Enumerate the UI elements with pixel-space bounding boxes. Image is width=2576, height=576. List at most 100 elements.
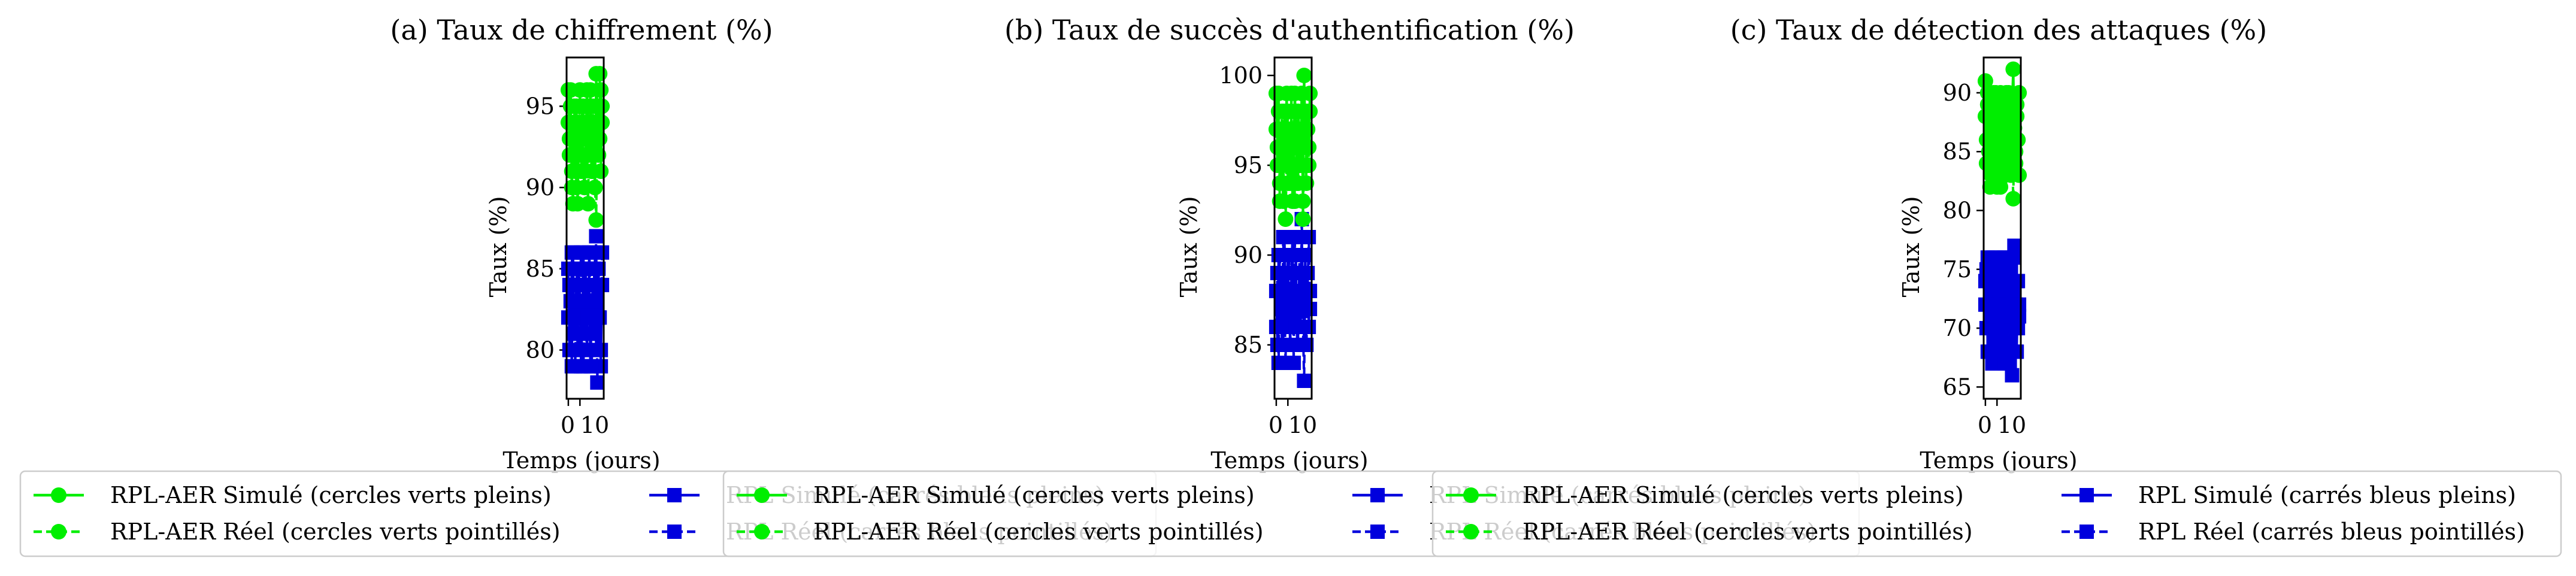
data-point-square	[1300, 284, 1315, 298]
y-tick-label: 95	[526, 93, 555, 119]
data-point-square	[1277, 284, 1292, 298]
data-point-circle	[588, 212, 604, 228]
data-point-circle	[2010, 132, 2026, 148]
data-point-circle	[1977, 108, 1993, 125]
y-tick-label: 85	[526, 256, 555, 282]
legend-label: RPL-AER Simulé (cercles verts pleins)	[1522, 482, 1964, 508]
legend-label: RPL-AER Réel (cercles verts pointillés)	[813, 519, 1264, 545]
data-point-circle	[2002, 108, 2018, 125]
data-point-circle	[1272, 193, 1288, 209]
legend-label: RPL Réel (carrés bleus pointillés)	[2138, 519, 2525, 545]
x-axis-label: Temps (jours)	[1210, 447, 1368, 474]
data-point-square	[1287, 230, 1302, 244]
data-point-circle	[1301, 157, 1317, 173]
data-point-circle	[587, 180, 603, 196]
y-tick-label: 90	[1943, 80, 1972, 106]
data-point-square	[1286, 356, 1301, 370]
data-point-circle	[1300, 122, 1316, 137]
data-point-circle	[2011, 167, 2027, 183]
legend-marker-square	[667, 525, 682, 539]
x-tick-label: 0	[1978, 412, 1992, 438]
data-point-circle	[580, 196, 596, 212]
data-point-square	[1292, 248, 1307, 262]
y-tick-label: 100	[1219, 62, 1263, 89]
data-point-circle	[592, 66, 608, 82]
data-point-square	[582, 245, 597, 260]
x-tick-label: 10	[580, 412, 609, 438]
subplot-title: (b) Taux de succès d'authentification (%…	[1004, 14, 1575, 46]
y-tick-label: 65	[1943, 374, 1972, 400]
legend-marker-square	[1370, 525, 1385, 539]
data-point-square	[2009, 274, 2024, 289]
data-point-square	[2011, 321, 2026, 336]
legend-label: RPL-AER Réel (cercles verts pointillés)	[110, 519, 561, 545]
data-point-circle	[2004, 144, 2020, 160]
legend-label: RPL Simulé (carrés bleus pleins)	[2138, 482, 2516, 508]
data-point-square	[1301, 230, 1316, 244]
y-tick-label: 70	[1943, 315, 1972, 341]
legend-marker-circle	[754, 487, 770, 503]
x-tick-label: 10	[1288, 412, 1317, 438]
data-point-square	[588, 294, 603, 309]
legend-label: RPL-AER Simulé (cercles verts pleins)	[110, 482, 552, 508]
legend-label: RPL-AER Simulé (cercles verts pleins)	[813, 482, 1255, 508]
y-tick-label: 85	[1234, 332, 1263, 358]
subplot-title: (c) Taux de détection des attaques (%)	[1730, 14, 2267, 46]
data-point-circle	[565, 196, 581, 212]
data-point-circle	[1993, 179, 2009, 195]
legend-marker-circle	[1463, 524, 1479, 539]
data-point-circle	[589, 114, 606, 131]
y-axis-label: Taux (%)	[485, 196, 511, 298]
data-point-square	[1298, 266, 1313, 280]
legend-marker-square	[2079, 525, 2094, 539]
data-point-square	[2005, 368, 2020, 383]
y-tick-label: 85	[1943, 138, 1972, 165]
data-point-circle	[2005, 61, 2021, 77]
data-point-square	[1295, 320, 1310, 334]
data-point-circle	[2005, 190, 2021, 207]
data-point-circle	[1295, 211, 1311, 227]
legend-marker-circle	[51, 524, 66, 539]
data-point-square	[586, 261, 601, 276]
legend-box	[1431, 470, 2562, 557]
legend-marker-circle	[754, 524, 770, 539]
data-point-circle	[2011, 84, 2027, 101]
y-axis-label: Taux (%)	[1898, 196, 1924, 298]
x-tick-label: 0	[561, 412, 575, 438]
data-point-square	[594, 342, 609, 357]
data-point-square	[579, 342, 594, 357]
data-point-circle	[593, 163, 609, 179]
legend-marker-square	[1370, 488, 1385, 502]
legend-c: RPL-AER Simulé (cercles verts pleins) RPL…	[1431, 470, 2562, 557]
data-point-circle	[1298, 175, 1315, 191]
data-point-square	[1303, 302, 1318, 316]
data-point-square	[590, 375, 605, 390]
plot-frame	[565, 56, 605, 400]
data-point-square	[2007, 238, 2022, 253]
subplot-title: (a) Taux de chiffrement (%)	[390, 14, 773, 46]
data-point-circle	[1287, 193, 1303, 209]
y-axis-label: Taux (%)	[1176, 196, 1202, 298]
legend-marker-square	[2079, 488, 2094, 502]
data-point-circle	[1977, 73, 1993, 89]
data-point-square	[585, 326, 600, 341]
data-point-circle	[1983, 120, 1999, 136]
data-point-circle	[1998, 84, 2014, 101]
legend-marker-circle	[51, 487, 66, 503]
plot-frame	[1273, 56, 1313, 400]
data-point-circle	[2006, 120, 2023, 136]
data-point-circle	[1296, 140, 1312, 155]
subplot-c: (c) Taux de détection des attaques (%) T…	[1730, 14, 2267, 474]
plot-frame	[1982, 56, 2022, 400]
data-point-circle	[2008, 155, 2024, 171]
data-point-square	[589, 229, 604, 244]
data-point-circle	[1278, 211, 1294, 227]
y-tick-label: 80	[526, 337, 555, 363]
y-tick-label: 75	[1943, 256, 1972, 283]
x-axis-label: Temps (jours)	[503, 447, 660, 474]
data-point-circle	[591, 131, 607, 147]
data-point-circle	[594, 98, 610, 114]
legend-marker-square	[667, 488, 682, 502]
